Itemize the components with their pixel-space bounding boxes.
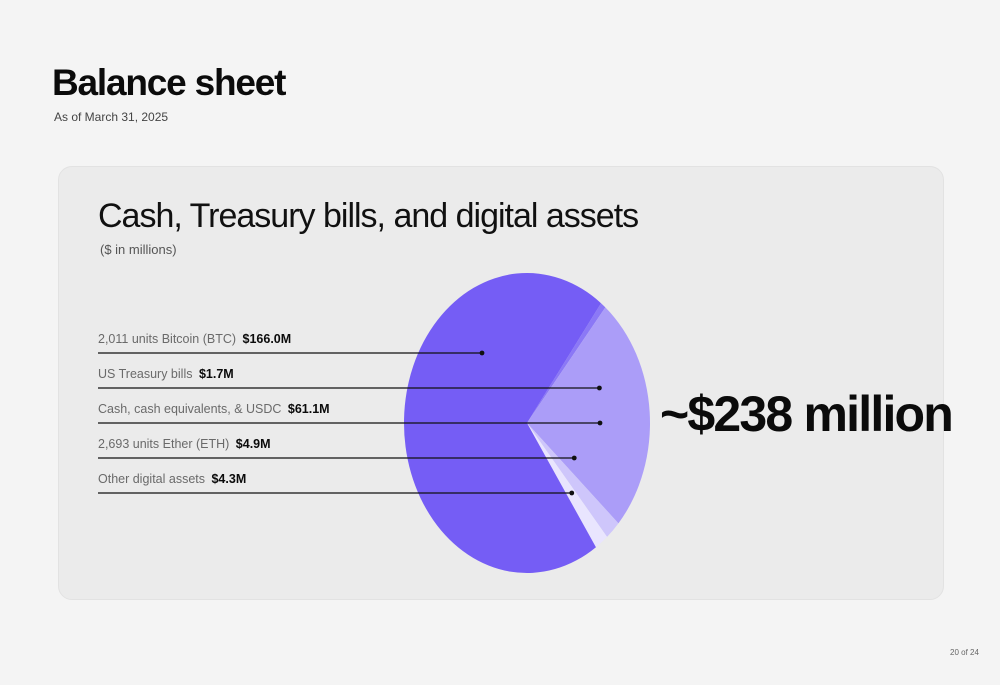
leader-dot (571, 455, 577, 461)
legend-row-btc: 2,011 units Bitcoin (BTC) $166.0M (98, 332, 291, 346)
legend-value: $61.1M (287, 402, 330, 416)
legend-row-treasury: US Treasury bills $1.7M (98, 367, 234, 381)
page-number: 20 of 24 (950, 648, 979, 657)
legend-label: 2,011 units Bitcoin (BTC) (98, 332, 237, 346)
legend-label: Other digital assets (98, 472, 205, 486)
leader-dot (479, 350, 485, 356)
chart-title: Cash, Treasury bills, and digital assets (98, 197, 639, 235)
legend-value: $166.0M (242, 332, 292, 346)
pie-slice (527, 423, 608, 548)
legend-value: $1.7M (198, 367, 234, 381)
chart-units: ($ in millions) (100, 242, 177, 257)
legend-label: 2,693 units Ether (ETH) (98, 437, 230, 451)
pie-slice (527, 307, 650, 524)
legend-label: Cash, cash equivalents, & USDC (98, 402, 282, 416)
legend-label: US Treasury bills (98, 367, 193, 381)
leader-dot (569, 490, 575, 496)
leader-dot (596, 385, 602, 391)
legend-value: $4.9M (235, 437, 271, 451)
page-title: Balance sheet (52, 62, 286, 103)
legend-row-eth: 2,693 units Ether (ETH) $4.9M (98, 437, 271, 451)
pie-slice (527, 303, 606, 423)
leader-dot (597, 420, 603, 426)
total-value: ~$238 million (660, 386, 954, 442)
legend-value: $4.3M (211, 472, 247, 486)
legend-row-other: Other digital assets $4.3M (98, 472, 246, 486)
legend-row-cash: Cash, cash equivalents, & USDC $61.1M (98, 402, 330, 416)
page-subtitle: As of March 31, 2025 (54, 110, 169, 124)
pie-slice (527, 423, 619, 537)
